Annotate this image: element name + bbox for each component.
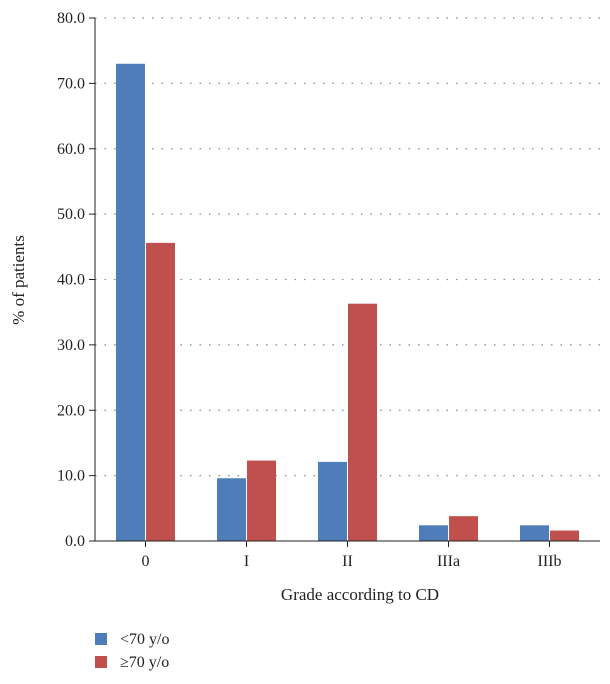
y-tick-label: 70.0 xyxy=(57,75,85,92)
bars xyxy=(116,63,579,541)
y-axis-ticks: 0.0 10.0 20.0 30.0 40.0 50.0 60.0 70.0 80.0 xyxy=(57,10,95,550)
x-tick-label: 0 xyxy=(142,553,150,570)
y-tick-label: 50.0 xyxy=(57,206,85,223)
x-axis-ticks: 0 I II IIIa IIIb xyxy=(142,541,562,570)
y-tick-label: 60.0 xyxy=(57,141,85,158)
legend-label: ≥70 y/o xyxy=(120,654,169,671)
y-axis-title: % of patients xyxy=(9,235,28,325)
legend-swatch xyxy=(95,656,107,668)
bar xyxy=(116,63,145,541)
x-tick-label: I xyxy=(244,553,249,570)
legend: <70 y/o ≥70 y/o xyxy=(95,631,169,671)
y-tick-label: 30.0 xyxy=(57,337,85,354)
bar xyxy=(348,303,377,541)
x-tick-label: II xyxy=(342,553,353,570)
bar xyxy=(550,530,579,541)
legend-label: <70 y/o xyxy=(120,631,169,648)
bar xyxy=(449,516,478,541)
y-tick-label: 40.0 xyxy=(57,272,85,289)
x-tick-label: IIIa xyxy=(437,553,460,570)
x-axis-title: Grade according to CD xyxy=(281,585,439,604)
bar xyxy=(520,525,549,541)
y-tick-label: 20.0 xyxy=(57,402,85,419)
y-tick-label: 0.0 xyxy=(65,533,85,550)
y-tick-label: 80.0 xyxy=(57,10,85,27)
y-tick-label: 10.0 xyxy=(57,468,85,485)
legend-swatch xyxy=(95,633,107,645)
bar xyxy=(419,525,448,541)
bar xyxy=(247,460,276,541)
bar xyxy=(146,242,175,541)
bar xyxy=(318,461,347,541)
x-tick-label: IIIb xyxy=(538,553,562,570)
bar xyxy=(217,478,246,541)
